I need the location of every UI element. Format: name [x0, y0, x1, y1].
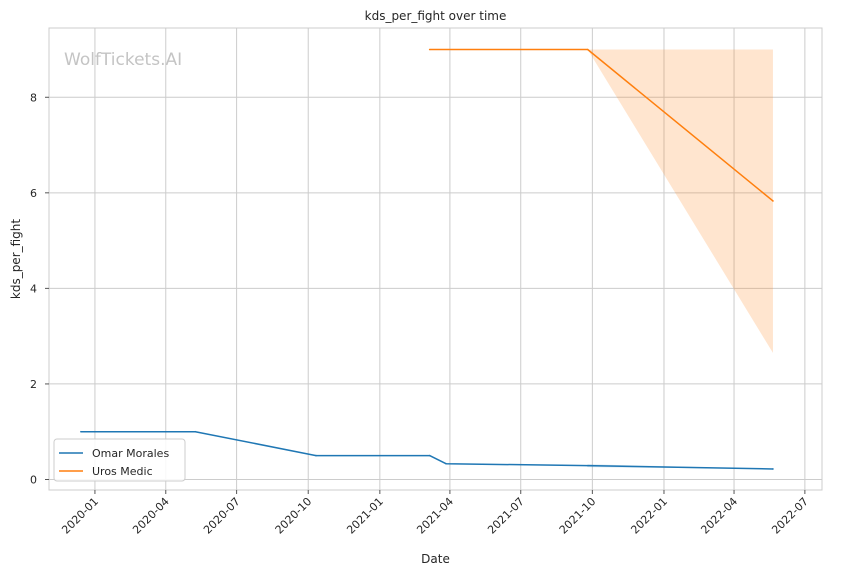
y-tick-label: 6: [30, 187, 37, 200]
y-tick-label: 8: [30, 91, 37, 104]
legend-label-uros-medic: Uros Medic: [92, 465, 153, 478]
data-point-omar-morales: [586, 464, 589, 467]
y-tick-label: 4: [30, 282, 37, 295]
y-tick-label: 0: [30, 473, 37, 486]
data-point-uros-medic: [772, 200, 774, 202]
data-point-uros-medic: [586, 48, 589, 51]
y-axis-title: kds_per_fight: [9, 219, 23, 300]
chart-title: kds_per_fight over time: [365, 9, 507, 23]
grid: [49, 28, 822, 490]
plot-frame: [48, 27, 823, 491]
data-point-uros-medic: [428, 48, 431, 51]
legend-box: [53, 438, 186, 482]
data-point-omar-morales: [772, 468, 774, 470]
y-tick-label: 2: [30, 378, 37, 391]
legend-label-omar-morales: Omar Morales: [92, 447, 169, 460]
watermark: WolfTickets.AI: [64, 50, 182, 70]
x-axis-title: Date: [421, 552, 450, 566]
band-uros-medic: [587, 49, 773, 353]
legend: Omar Morales Uros Medic: [53, 438, 186, 482]
data-point-omar-morales: [445, 462, 447, 465]
series-lines: [80, 48, 774, 470]
y-tick-labels: 0 2 4 6 8: [30, 91, 49, 486]
data-point-omar-morales: [428, 454, 431, 457]
data-point-omar-morales: [194, 430, 197, 433]
data-point-omar-morales: [315, 454, 317, 457]
data-point-omar-morales: [80, 430, 82, 433]
